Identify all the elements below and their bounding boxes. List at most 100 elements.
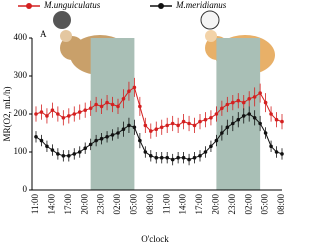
point xyxy=(121,97,126,101)
point xyxy=(34,112,38,116)
point xyxy=(165,155,169,160)
point xyxy=(231,121,235,126)
point xyxy=(39,138,44,143)
x-tick-label: 20:00 xyxy=(210,194,220,215)
point xyxy=(247,97,251,101)
point xyxy=(258,121,262,126)
point xyxy=(50,148,55,152)
point xyxy=(99,136,104,141)
point xyxy=(94,138,98,143)
point xyxy=(181,155,186,160)
point xyxy=(132,125,137,130)
point xyxy=(72,112,77,116)
point xyxy=(149,154,153,158)
point xyxy=(236,117,241,122)
point xyxy=(280,152,284,156)
x-tick-label: 08:00 xyxy=(276,194,284,215)
point xyxy=(203,117,208,122)
legend-marker xyxy=(26,3,32,9)
point xyxy=(127,89,131,93)
series-line xyxy=(35,113,283,161)
point xyxy=(192,155,197,160)
x-tick-label: 08:00 xyxy=(145,194,155,215)
point xyxy=(39,110,44,114)
point xyxy=(94,102,98,107)
point xyxy=(198,154,202,158)
point xyxy=(269,112,273,116)
point xyxy=(165,123,169,128)
point xyxy=(154,127,159,131)
point xyxy=(159,155,164,160)
point xyxy=(252,116,257,120)
point xyxy=(143,123,148,128)
point xyxy=(121,127,126,131)
point xyxy=(72,152,77,156)
x-tick-label: 02:00 xyxy=(243,194,253,215)
point xyxy=(263,100,268,105)
point xyxy=(241,114,246,118)
x-tick-label: 17:00 xyxy=(194,194,204,215)
point xyxy=(34,135,38,139)
chart: A O'clock MR(O2, mL/h) 0 100 200 300 400 11:0… xyxy=(2,0,284,244)
y-tick-label: 400 xyxy=(14,32,28,42)
point xyxy=(220,131,224,135)
panel-label: A xyxy=(40,29,47,39)
point xyxy=(192,123,197,128)
point xyxy=(132,85,137,90)
point xyxy=(61,116,66,120)
point xyxy=(110,133,115,137)
point xyxy=(149,129,153,133)
point xyxy=(225,125,230,130)
y-tick-label: 200 xyxy=(14,108,28,118)
point xyxy=(225,102,230,107)
night-band xyxy=(90,38,135,190)
point xyxy=(274,117,279,122)
point xyxy=(88,106,93,111)
y-tick-label: 300 xyxy=(14,70,28,80)
point xyxy=(138,138,142,143)
point xyxy=(56,112,60,116)
x-tick-label: 20:00 xyxy=(79,194,89,215)
point xyxy=(61,154,66,158)
point xyxy=(187,157,191,162)
point xyxy=(45,144,49,149)
x-tick-label: 23:00 xyxy=(227,194,237,215)
x-tick-label: 11:00 xyxy=(30,194,40,215)
point xyxy=(209,116,213,120)
point xyxy=(236,98,241,103)
point xyxy=(214,138,219,143)
point xyxy=(241,100,246,105)
point xyxy=(67,154,71,158)
point xyxy=(143,150,148,154)
legend-marker xyxy=(158,3,164,9)
y-tick-label: 100 xyxy=(14,146,28,156)
point xyxy=(154,155,159,160)
point xyxy=(105,135,109,139)
x-tick-label: 17:00 xyxy=(63,194,73,215)
x-axis-title: O'clock xyxy=(141,234,169,244)
point xyxy=(258,91,262,95)
point xyxy=(88,142,93,147)
series-line xyxy=(35,86,283,132)
x-tick-label: 05:00 xyxy=(260,194,270,215)
point xyxy=(56,152,60,156)
point xyxy=(67,114,71,118)
point xyxy=(159,125,164,130)
point xyxy=(252,95,257,99)
point xyxy=(269,144,273,149)
point xyxy=(99,104,104,109)
x-tick-label: 05:00 xyxy=(128,194,138,215)
point xyxy=(203,150,208,154)
point xyxy=(105,100,109,105)
point xyxy=(110,102,115,107)
point xyxy=(77,150,82,154)
point xyxy=(176,155,180,160)
point xyxy=(181,119,186,124)
y-axis-title: MR(O2, mL/h) xyxy=(2,86,12,141)
x-tick-label: 23:00 xyxy=(96,194,106,215)
x-tick-label: 14:00 xyxy=(46,194,56,215)
point xyxy=(274,150,279,154)
point xyxy=(176,123,180,128)
legend-label: M.meridianus xyxy=(175,0,227,10)
point xyxy=(280,119,284,124)
